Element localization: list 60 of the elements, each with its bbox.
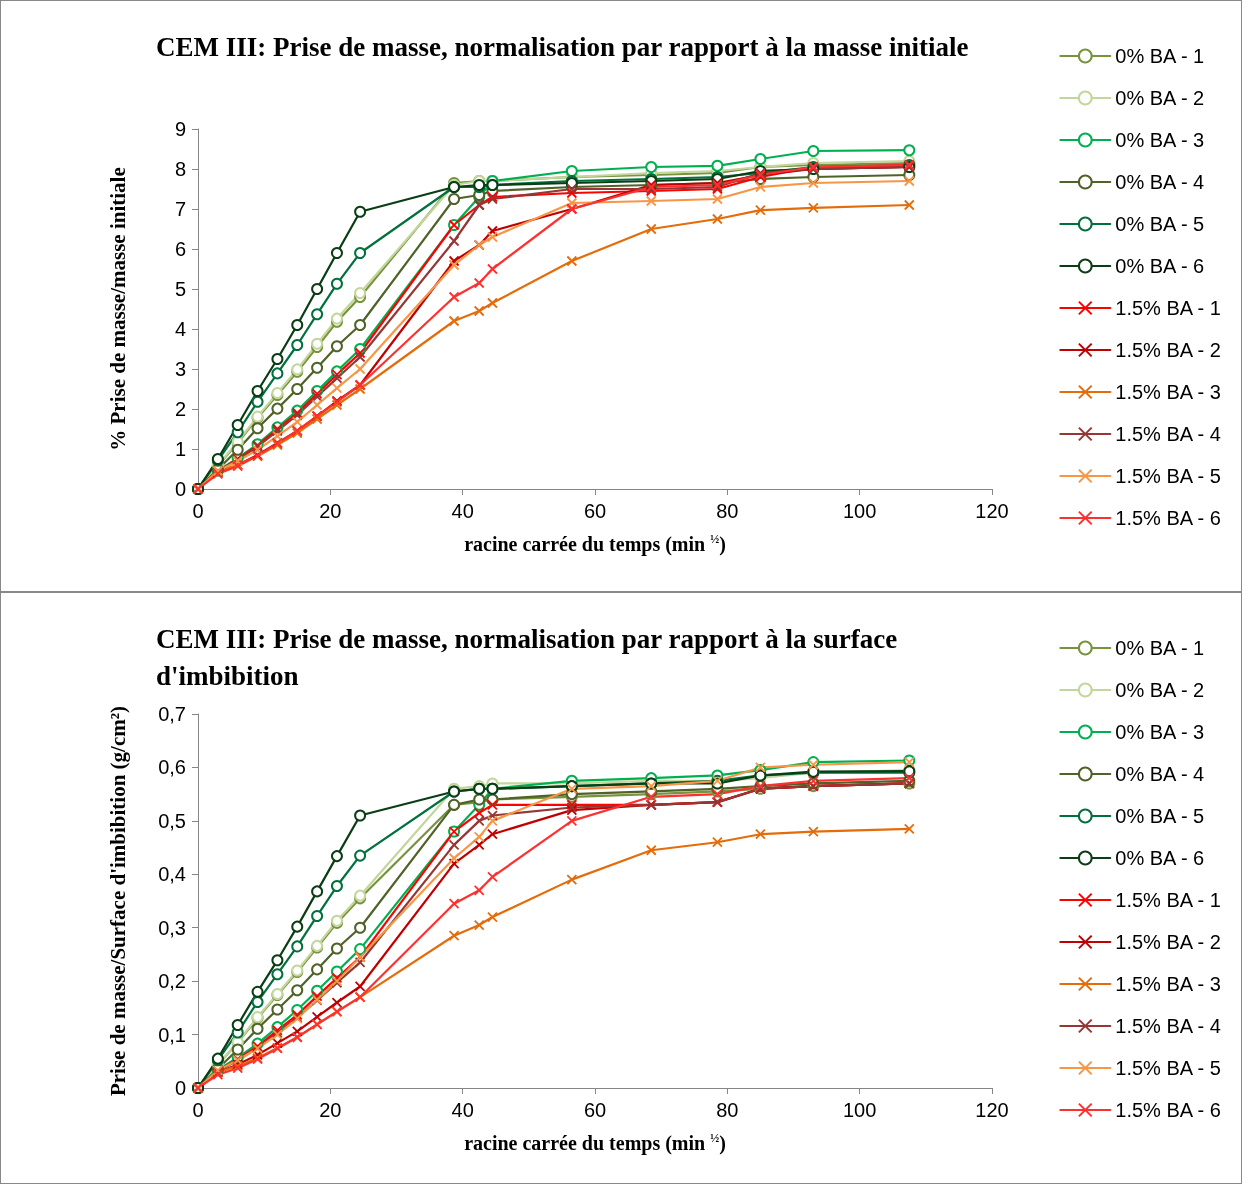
chart-title: CEM III: Prise de masse, normalisation par rapport à la surface d'imbibition <box>156 623 904 691</box>
legend-label: 1.5% BA - 1 <box>1115 889 1221 911</box>
x-tick-label: 80 <box>716 500 739 522</box>
y-tick-label: 2 <box>174 398 186 420</box>
legend-label: 1.5% BA - 4 <box>1115 423 1221 445</box>
x-tick-label: 40 <box>451 1099 474 1121</box>
legend-label: 1.5% BA - 3 <box>1115 973 1221 995</box>
y-tick-label: 0 <box>174 1077 186 1099</box>
y-tick-label: 8 <box>174 158 186 180</box>
legend-label: 0% BA - 1 <box>1115 45 1205 67</box>
y-tick-label: 0,4 <box>158 863 186 886</box>
x-tick-label: 20 <box>319 500 342 522</box>
x-tick-label: 100 <box>842 500 877 522</box>
y-tick-label: 0,2 <box>158 970 186 993</box>
legend-label: 1.5% BA - 6 <box>1115 507 1221 529</box>
legend-label: 0% BA - 2 <box>1115 679 1205 701</box>
legend-label: 0% BA - 1 <box>1115 637 1205 659</box>
legend-label: 0% BA - 5 <box>1115 213 1205 235</box>
x-tick-label: 0 <box>192 500 204 522</box>
y-tick-label: 3 <box>174 358 186 380</box>
y-tick-label: 0,5 <box>158 809 186 832</box>
legend-label: 0% BA - 3 <box>1115 129 1205 151</box>
legend-label: 0% BA - 6 <box>1115 255 1205 277</box>
legend-label: 0% BA - 6 <box>1115 847 1205 869</box>
legend-label: 1.5% BA - 5 <box>1115 1057 1221 1079</box>
y-tick-label: 0,6 <box>158 756 186 779</box>
y-tick-label: 0,3 <box>158 916 186 939</box>
legend-label: 1.5% BA - 5 <box>1115 465 1221 487</box>
legend-label: 0% BA - 4 <box>1115 763 1205 785</box>
legend-label: 0% BA - 3 <box>1115 721 1205 743</box>
x-tick-label: 20 <box>319 1099 342 1121</box>
y-tick-label: 4 <box>174 318 186 340</box>
legend-label: 1.5% BA - 2 <box>1115 931 1221 953</box>
legend-label: 0% BA - 2 <box>1115 87 1205 109</box>
y-tick-label: 0 <box>174 478 186 500</box>
legend-label: 1.5% BA - 4 <box>1115 1015 1221 1037</box>
y-tick-label: 0,1 <box>158 1023 186 1046</box>
legend-label: 1.5% BA - 2 <box>1115 339 1221 361</box>
legend-label: 1.5% BA - 1 <box>1115 297 1221 319</box>
legend-label: 0% BA - 4 <box>1115 171 1205 193</box>
x-tick-label: 0 <box>192 1099 204 1121</box>
chart-title: CEM III: Prise de masse, normalisation par rapport à la masse initiale <box>156 31 969 62</box>
y-tick-label: 5 <box>174 278 186 300</box>
x-tick-label: 120 <box>975 1099 1009 1121</box>
legend-label: 1.5% BA - 3 <box>1115 381 1221 403</box>
legend-label: 1.5% BA - 6 <box>1115 1099 1221 1121</box>
legend-label: 0% BA - 5 <box>1115 805 1205 827</box>
y-axis-title: % Prise de masse/masse initiale <box>105 167 130 451</box>
y-tick-label: 9 <box>174 118 186 140</box>
y-tick-label: 7 <box>174 198 186 220</box>
x-tick-label: 40 <box>451 500 474 522</box>
y-tick-label: 6 <box>174 238 186 260</box>
y-tick-label: 0,7 <box>158 703 186 725</box>
x-tick-label: 60 <box>583 1099 607 1121</box>
x-tick-label: 80 <box>716 1099 739 1121</box>
y-tick-label: 1 <box>174 438 186 460</box>
y-axis-title: Prise de masse/Surface d'imbibition (g/cm²) <box>105 705 130 1097</box>
x-tick-label: 60 <box>583 500 607 522</box>
x-tick-label: 120 <box>975 500 1009 522</box>
x-tick-label: 100 <box>842 1099 877 1121</box>
